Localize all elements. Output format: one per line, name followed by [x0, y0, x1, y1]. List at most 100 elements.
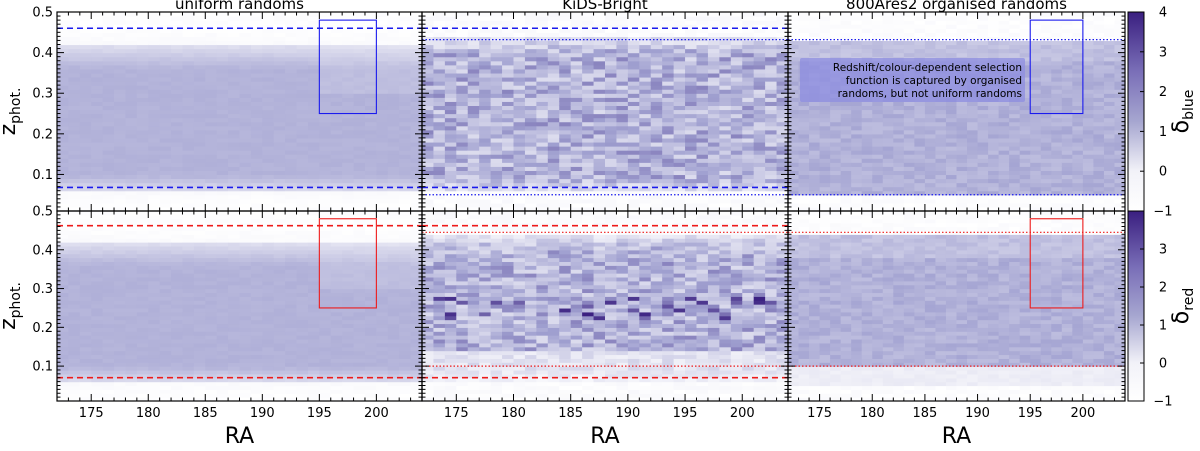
heatmap-cell — [114, 36, 127, 42]
heatmap-cell — [765, 198, 778, 204]
heatmap-cell — [171, 133, 184, 139]
heatmap-cell — [444, 16, 457, 21]
heatmap-cell — [1082, 202, 1095, 208]
heatmap-cell — [696, 72, 709, 78]
heatmap-cell — [988, 101, 1000, 107]
heatmap-cell — [513, 101, 526, 107]
heatmap-cell — [524, 162, 537, 167]
heatmap-cell — [399, 44, 412, 50]
heatmap-cell — [956, 129, 968, 135]
heatmap-cell — [861, 48, 873, 54]
heatmap-cell — [376, 28, 389, 33]
heatmap-cell — [444, 198, 457, 204]
heatmap-cell — [68, 385, 81, 390]
heatmap-cell — [502, 190, 515, 196]
heatmap-cell — [376, 137, 389, 143]
heatmap-cell — [1051, 64, 1063, 70]
heatmap-cell — [1072, 174, 1084, 180]
heatmap-cell — [977, 48, 989, 54]
heatmap-cell — [68, 358, 81, 363]
heatmap-cell — [650, 194, 663, 200]
heatmap-cell — [171, 166, 184, 171]
heatmap-cell — [79, 194, 92, 200]
heatmap-cell — [502, 44, 515, 50]
heatmap-cell — [956, 186, 968, 192]
heatmap-cell — [159, 146, 172, 151]
heatmap-cell — [998, 186, 1010, 192]
heatmap-cell — [68, 52, 81, 58]
heatmap-cell — [91, 137, 104, 143]
heatmap-cell — [433, 93, 446, 98]
heatmap-cell — [433, 36, 446, 42]
heatmap-cell — [410, 194, 423, 200]
heatmap-cell — [502, 125, 515, 131]
heatmap-cell — [765, 20, 778, 25]
heatmap-cell — [171, 12, 184, 17]
heatmap-cell — [830, 133, 842, 139]
heatmap-cell — [79, 338, 92, 344]
heatmap-cell — [148, 56, 161, 62]
heatmap-cell — [136, 28, 149, 33]
heatmap-cell — [307, 194, 320, 200]
heatmap-cell — [1019, 182, 1031, 188]
heatmap-cell — [479, 60, 492, 66]
heatmap-cell — [456, 178, 469, 184]
heatmap-cell — [296, 68, 309, 74]
heatmap-cell — [696, 28, 709, 33]
heatmap-cell — [216, 85, 229, 90]
heatmap-cell — [193, 48, 206, 54]
heatmap-cell — [262, 20, 275, 25]
heatmap-cell — [79, 253, 92, 259]
heatmap-cell — [273, 206, 286, 212]
heatmap-cell — [1030, 194, 1042, 200]
heatmap-cell — [353, 121, 366, 127]
heatmap-cell — [753, 162, 766, 167]
heatmap-cell — [650, 81, 663, 86]
heatmap-cell — [444, 202, 457, 208]
heatmap-cell — [819, 141, 831, 147]
heatmap-cell — [882, 16, 894, 21]
heatmap-cell — [57, 206, 70, 212]
heatmap-cell — [1114, 28, 1126, 33]
heatmap-cell — [513, 133, 526, 139]
heatmap-cell — [719, 89, 732, 94]
heatmap-cell — [1061, 194, 1073, 200]
heatmap-cell — [582, 150, 595, 155]
heatmap-cell — [977, 137, 989, 143]
heatmap-cell — [605, 60, 618, 66]
heatmap-cell — [547, 190, 560, 196]
heatmap-cell — [319, 76, 332, 82]
heatmap-cell — [893, 48, 905, 54]
heatmap-cell — [273, 194, 286, 200]
heatmap-cell — [91, 72, 104, 78]
heatmap-cell — [639, 52, 652, 58]
heatmap-cell — [422, 36, 435, 42]
heatmap-cell — [467, 194, 480, 200]
heatmap-cell — [68, 12, 81, 17]
heatmap-cell — [239, 16, 252, 21]
heatmap-cell — [977, 129, 989, 135]
heatmap-cell — [809, 146, 821, 151]
heatmap-cell — [809, 202, 821, 208]
heatmap-cell — [662, 158, 675, 163]
heatmap-cell — [639, 28, 652, 33]
heatmap-cell — [285, 81, 298, 86]
heatmap-cell — [650, 190, 663, 196]
heatmap-cell — [479, 12, 492, 17]
heatmap-cell — [977, 174, 989, 180]
heatmap-cell — [444, 105, 457, 111]
heatmap-cell — [467, 105, 480, 111]
heatmap-cell — [205, 198, 218, 204]
heatmap-cell — [1082, 206, 1095, 212]
heatmap-cell — [57, 129, 70, 135]
heatmap-cell — [872, 109, 884, 115]
heatmap-cell — [114, 385, 127, 390]
heatmap-cell — [1051, 206, 1063, 212]
heatmap-cell — [319, 36, 332, 42]
heatmap-cell — [988, 178, 1000, 184]
heatmap-cell — [967, 32, 979, 37]
heatmap-cell — [998, 101, 1010, 107]
heatmap-cell — [536, 20, 549, 25]
heatmap-cell — [1051, 12, 1063, 17]
heatmap-cell — [1103, 20, 1116, 25]
